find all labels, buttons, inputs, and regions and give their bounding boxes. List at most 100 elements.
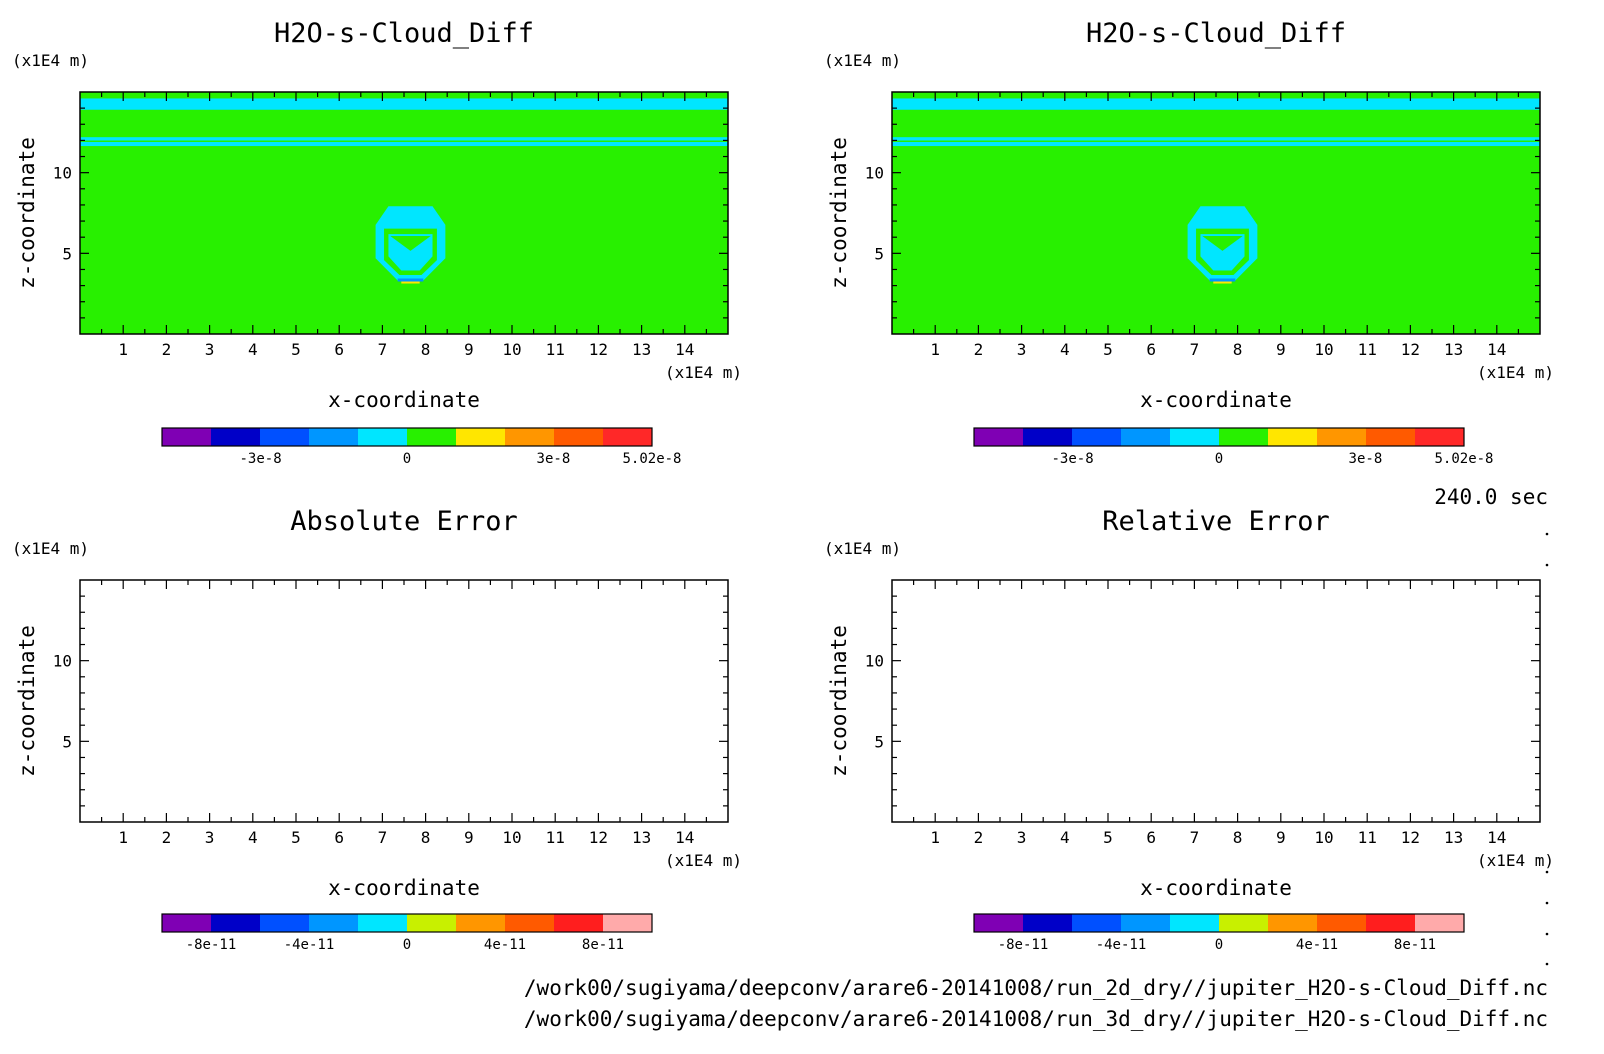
colorbar-swatch [211,428,261,446]
colorbar-swatch [1121,914,1171,932]
x-tick-label: 10 [502,828,521,847]
y-tick-label: 10 [53,652,72,671]
colorbar-tick-label: 0 [1215,451,1223,467]
colorbar-frame [973,427,1465,447]
field-top-band [892,98,1540,110]
x-tick-label: 4 [248,828,258,847]
colorbar-tick-label: -3e-8 [240,451,282,467]
x-tick-label: 1 [930,340,940,359]
x-tick-label: 7 [378,828,388,847]
anomaly-streak-2 [401,281,420,284]
edge-dot [1545,901,1549,905]
x-tick-label: 1 [118,828,128,847]
colorbar-tick-label: 3e-8 [537,451,571,467]
x-tick-label: 3 [205,828,215,847]
x-tick-label: 8 [1233,828,1243,847]
colorbar-swatch [603,914,653,932]
colorbar-frame [973,913,1465,933]
y-tick-label: 10 [865,164,884,183]
y-axis-label: z-coordinate [827,137,851,289]
x-unit-label: (x1E4 m) [665,363,742,382]
colorbar-swatch [1317,914,1367,932]
x-axis-label: x-coordinate [328,388,480,412]
x-tick-label: 2 [162,340,172,359]
y-unit-label: (x1E4 m) [824,51,901,70]
y-axis-label: z-coordinate [15,625,39,777]
edge-dot [1545,932,1549,936]
x-tick-label: 5 [1103,828,1113,847]
colorbar-swatch [1366,428,1416,446]
plot-frame [79,579,729,823]
colorbar-swatch [1072,428,1122,446]
x-tick-label: 12 [1401,828,1420,847]
colorbar-swatch [1317,428,1367,446]
x-tick-label: 6 [1146,828,1156,847]
colorbar-swatch [1170,914,1220,932]
colorbar-tick-label: 8e-11 [1394,937,1436,953]
x-tick-label: 14 [675,340,694,359]
colorbar-tick-label: -8e-11 [186,937,237,953]
edge-dot [1545,962,1549,966]
colorbar-swatch [456,428,506,446]
x-tick-label: 6 [1146,340,1156,359]
colorbar-swatch [309,428,359,446]
colorbar-tick-label: 3e-8 [1349,451,1383,467]
x-tick-label: 2 [974,340,984,359]
x-tick-label: 12 [589,340,608,359]
colorbar-swatch [1170,428,1220,446]
colorbar-swatch [1219,914,1269,932]
panel-title: H2O-s-Cloud_Diff [274,18,534,49]
colorbar-swatch [407,428,457,446]
colorbar-swatch [260,914,310,932]
x-tick-label: 3 [1017,828,1027,847]
colorbar-frame [161,427,653,447]
y-tick-label: 5 [62,244,72,263]
x-unit-label: (x1E4 m) [1477,363,1554,382]
x-tick-label: 12 [1401,340,1420,359]
colorbar-swatch [1268,914,1318,932]
x-tick-label: 8 [421,828,431,847]
colorbar-swatch [456,914,506,932]
x-tick-label: 3 [1017,340,1027,359]
y-unit-label: (x1E4 m) [824,539,901,558]
colorbar-swatch [1219,428,1269,446]
panel-3: Absolute Error(x1E4 m)1 2 3 4 5 6 7 8 9 10 11 12 13 1… [12,506,742,953]
colorbar-tick-label: -4e-11 [284,937,335,953]
colorbar-tick-label: -8e-11 [998,937,1049,953]
colorbar-swatch [1072,914,1122,932]
time-label: 240.0 sec [1434,485,1548,509]
field [80,92,728,334]
x-tick-label: 14 [1487,340,1506,359]
anomaly-core [390,235,431,251]
colorbar-tick-label: 0 [1215,937,1223,953]
colorbar-swatch [260,428,310,446]
colorbar-swatch [603,428,653,446]
file-path-line: /work00/sugiyama/deepconv/arare6-2014100… [524,976,1548,1000]
x-tick-label: 2 [162,828,172,847]
x-axis-label: x-coordinate [1140,876,1292,900]
x-tick-label: 10 [502,340,521,359]
colorbar-frame [161,913,653,933]
x-tick-label: 12 [589,828,608,847]
panel-2: H2O-s-Cloud_Diff(x1E4 m)1 2 3 4 5 6 7 8 9 10 11 12 1… [824,18,1554,467]
anomaly-inner [1200,234,1245,271]
panel-1: H2O-s-Cloud_Diff(x1E4 m)1 2 3 4 5 6 7 8 9 10 11 12 1… [12,18,742,467]
colorbar-swatch [554,914,604,932]
colorbar-tick-label: 0 [403,937,411,953]
x-tick-label: 13 [632,340,651,359]
colorbar-tick-label: 4e-11 [484,937,526,953]
x-tick-label: 5 [291,340,301,359]
field [892,92,1540,334]
colorbar-swatch [162,428,212,446]
y-tick-label: 5 [62,732,72,751]
colorbar-swatch [974,914,1024,932]
file-path-line: /work00/sugiyama/deepconv/arare6-2014100… [524,1007,1548,1031]
x-tick-label: 7 [1190,828,1200,847]
panel-4: Relative Error(x1E4 m)1 2 3 4 5 6 7 8 9 10 11 12 13 1… [824,506,1554,953]
x-tick-label: 2 [974,828,984,847]
x-tick-label: 7 [1190,340,1200,359]
anomaly-core [1202,235,1243,251]
x-tick-label: 9 [464,828,474,847]
